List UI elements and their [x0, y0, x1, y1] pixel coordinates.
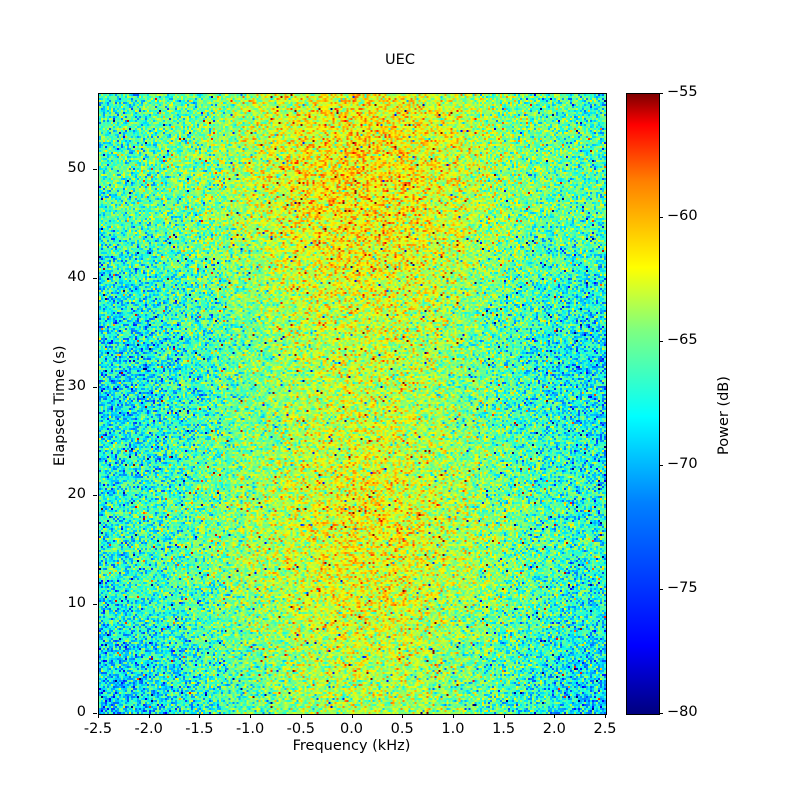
y-tick-label: 40	[67, 268, 86, 285]
x-tick-mark	[605, 714, 606, 718]
colorbar	[626, 93, 660, 715]
y-tick-mark	[93, 495, 97, 496]
spectrogram-image	[99, 94, 606, 714]
x-tick-label: 2.5	[593, 721, 617, 737]
x-tick-mark	[250, 714, 251, 718]
x-tick-mark	[504, 714, 505, 718]
colorbar-tick-label: −80	[667, 704, 698, 720]
y-tick-mark	[93, 604, 97, 605]
title-line-name: UEC	[385, 52, 415, 68]
spectrogram-plot-area	[98, 93, 607, 715]
colorbar-tick-mark	[659, 713, 663, 714]
x-tick-label: 1.0	[441, 721, 465, 737]
colorbar-tick-label: −70	[667, 456, 698, 472]
colorbar-tick-label: −60	[667, 208, 698, 224]
x-tick-mark	[149, 714, 150, 718]
x-tick-label: 0.0	[339, 721, 364, 737]
y-tick-label: 30	[67, 377, 86, 394]
colorbar-tick-mark	[659, 465, 663, 466]
x-tick-mark	[453, 714, 454, 718]
colorbar-tick-label: −75	[667, 580, 698, 596]
y-tick-label: 0	[76, 704, 86, 720]
x-tick-label: 0.5	[390, 721, 414, 737]
x-tick-mark	[352, 714, 353, 718]
colorbar-tick-mark	[659, 341, 663, 342]
x-tick-label: -1.5	[185, 721, 214, 737]
x-tick-mark	[402, 714, 403, 718]
y-tick-label: 20	[67, 486, 86, 503]
colorbar-tick-label: −55	[667, 84, 698, 100]
y-tick-mark	[93, 387, 97, 388]
x-tick-mark	[199, 714, 200, 718]
y-tick-mark	[93, 713, 97, 714]
y-tick-mark	[93, 278, 97, 279]
colorbar-tick-label: −65	[667, 332, 698, 348]
x-tick-label: 1.5	[492, 721, 516, 737]
x-tick-mark	[301, 714, 302, 718]
x-tick-label: 2.0	[542, 721, 566, 737]
x-tick-label: -0.5	[286, 721, 315, 737]
x-tick-mark	[98, 714, 99, 718]
colorbar-gradient	[627, 94, 659, 714]
colorbar-label: Power (dB)	[716, 376, 732, 455]
y-axis-label: Elapsed Time (s)	[52, 345, 68, 466]
colorbar-tick-mark	[659, 589, 663, 590]
colorbar-tick-mark	[659, 217, 663, 218]
y-tick-mark	[93, 169, 97, 170]
x-tick-label: -1.0	[235, 721, 265, 737]
x-axis-label: Frequency (kHz)	[292, 738, 411, 754]
x-tick-label: -2.0	[134, 721, 163, 737]
x-tick-label: -2.5	[83, 721, 113, 737]
y-tick-label: 50	[67, 160, 86, 177]
y-tick-label: 10	[67, 595, 86, 612]
x-tick-mark	[554, 714, 555, 718]
colorbar-tick-mark	[659, 93, 663, 94]
